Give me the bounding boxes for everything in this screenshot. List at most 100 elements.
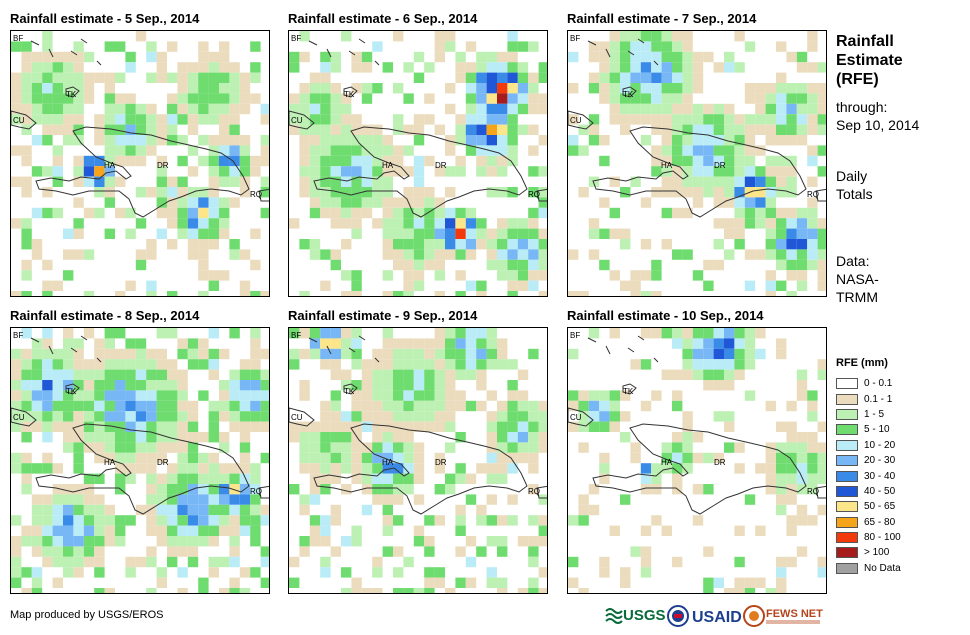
rainfall-cell: [609, 525, 620, 536]
rainfall-cell: [651, 41, 662, 52]
rainfall-cell: [682, 432, 693, 443]
rainfall-cell: [187, 400, 199, 412]
rainfall-cell: [94, 155, 105, 167]
rainfall-cell: [167, 239, 178, 250]
rainfall-cell: [208, 369, 219, 380]
rainfall-cell: [73, 504, 84, 516]
rainfall-cell: [382, 239, 393, 250]
rainfall-cell: [73, 411, 84, 422]
rainfall-cell: [588, 72, 600, 83]
rainfall-cell: [361, 421, 373, 432]
rainfall-cell: [765, 135, 776, 146]
rainfall-cell: [341, 338, 352, 349]
rainfall-cell: [167, 124, 178, 135]
rainfall-cell: [63, 421, 74, 432]
rainfall-cell: [208, 556, 219, 568]
rainfall-cell: [83, 546, 95, 557]
rainfall-cell: [320, 135, 331, 146]
rainfall-cell: [239, 463, 251, 474]
rainfall-cell: [588, 249, 600, 260]
rainfall-cell: [250, 338, 261, 349]
rainfall-cell: [403, 280, 414, 291]
rainfall-cell: [538, 197, 547, 208]
rainfall-cell: [309, 348, 321, 360]
rainfall-cell: [692, 369, 704, 380]
rainfall-cell: [599, 463, 610, 474]
rainfall-cell: [187, 228, 199, 239]
rainfall-cell: [177, 103, 188, 115]
rainfall-cell: [393, 259, 404, 271]
rainfall-cell: [713, 124, 724, 135]
rainfall-cell: [104, 411, 115, 422]
fews-net-logo-text: FEWS NET: [766, 608, 823, 620]
rainfall-cell: [63, 270, 74, 281]
rainfall-map-6-sep: BF CU TK HA DR RQ: [288, 30, 548, 297]
rainfall-cell: [528, 166, 539, 177]
rainfall-cell: [640, 103, 652, 115]
through-date: through: Sep 10, 2014: [836, 98, 956, 134]
rainfall-cell: [755, 328, 766, 339]
rainfall-cell: [11, 380, 22, 391]
rainfall-cell: [599, 155, 610, 167]
rainfall-cell: [198, 103, 209, 115]
rainfall-cell: [434, 567, 445, 578]
rainfall-cell: [538, 228, 547, 239]
rainfall-cell: [796, 218, 808, 229]
rainfall-cell: [299, 452, 310, 464]
rainfall-cell: [63, 369, 74, 380]
rainfall-cell: [219, 124, 230, 135]
rainfall-cell: [796, 390, 808, 401]
rainfall-cell: [755, 124, 766, 135]
rainfall-cell: [528, 239, 539, 250]
rainfall-cell: [817, 124, 826, 135]
rainfall-cell: [755, 187, 766, 198]
rainfall-cell: [507, 280, 518, 291]
rainfall-cell: [372, 390, 383, 401]
rainfall-cell: [83, 51, 95, 63]
rainfall-cell: [796, 259, 808, 271]
rainfall-cell: [588, 228, 600, 239]
panel-title-5-sep: Rainfall estimate - 5 Sep., 2014: [10, 11, 200, 26]
rainfall-cell: [424, 218, 435, 229]
rainfall-cell: [455, 473, 466, 484]
rainfall-cell: [413, 187, 425, 198]
rainfall-cell: [703, 176, 714, 187]
rainfall-cell: [734, 166, 745, 177]
rainfall-cell: [115, 400, 126, 412]
rainfall-cell: [682, 93, 693, 104]
rainfall-cell: [177, 338, 188, 349]
rainfall-cell: [361, 411, 373, 422]
rainfall-cell: [755, 176, 766, 187]
rainfall-cell: [497, 103, 508, 115]
rainfall-cell: [320, 421, 331, 432]
rainfall-cell: [299, 51, 310, 63]
rainfall-cell: [11, 348, 22, 360]
rainfall-cell: [125, 155, 136, 167]
rainfall-cell: [309, 463, 321, 474]
rainfall-cell: [299, 494, 310, 505]
rainfall-cell: [744, 328, 756, 339]
rainfall-cell: [682, 359, 693, 370]
rainfall-cell: [528, 411, 539, 422]
rainfall-cell: [187, 504, 199, 516]
rainfall-cell: [21, 588, 32, 593]
rainfall-cell: [630, 359, 641, 370]
rainfall-cell: [63, 390, 74, 401]
rainfall-cell: [734, 197, 745, 208]
rainfall-cell: [11, 463, 22, 474]
rainfall-cell: [187, 103, 199, 115]
rainfall-cell: [31, 588, 43, 593]
rainfall-cell: [413, 166, 425, 177]
rainfall-cell: [239, 103, 251, 115]
rainfall-cell: [11, 577, 22, 588]
rainfall-cell: [289, 328, 300, 339]
rainfall-cell: [351, 83, 362, 94]
rainfall-cell: [299, 546, 310, 557]
rainfall-cell: [744, 348, 756, 360]
rainfall-cell: [424, 546, 435, 557]
rainfall-cell: [807, 197, 818, 208]
rainfall-cell: [724, 145, 735, 156]
rainfall-cell: [817, 259, 826, 271]
rainfall-cell: [229, 411, 240, 422]
